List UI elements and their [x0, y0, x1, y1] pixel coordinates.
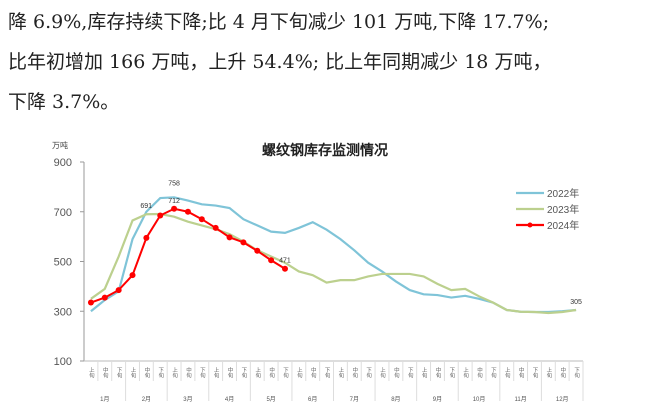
data-point: [212, 224, 219, 231]
body-paragraph: 降 6.9%,库存持续下降;比 4 月下旬减少 101 万吨,下降 17.7%;…: [8, 2, 658, 122]
x-tick-label-dekad: 上旬: [88, 366, 95, 380]
x-tick-label-dekad: 上旬: [337, 366, 344, 380]
x-tick-label-dekad: 上旬: [213, 366, 220, 380]
x-tick-label-month: 9月: [433, 396, 442, 403]
x-tick-label-dekad: 中旬: [476, 366, 483, 380]
x-tick-label-month: 1月: [100, 396, 109, 403]
x-tick-label-dekad: 下旬: [573, 367, 580, 380]
data-point: [184, 208, 191, 215]
data-point: [281, 265, 288, 272]
x-tick-label-month: 2月: [142, 396, 151, 403]
y-tick-label: 500: [54, 257, 72, 269]
paragraph-line: 降 6.9%,库存持续下降;比 4 月下旬减少 101 万吨,下降 17.7%;: [8, 11, 550, 33]
x-tick-label-month: 10月: [473, 396, 486, 403]
x-tick-label-dekad: 中旬: [143, 366, 150, 380]
data-point: [226, 234, 233, 241]
x-tick-label-dekad: 上旬: [545, 366, 552, 380]
x-tick-label-month: 5月: [266, 396, 275, 403]
x-tick-label-dekad: 下旬: [282, 367, 289, 380]
data-label: 305: [570, 299, 582, 306]
legend-label: 2024年: [547, 219, 579, 232]
y-tick-label: 100: [54, 356, 72, 368]
x-tick-label-month: 11月: [515, 396, 527, 403]
x-tick-label-month: 6月: [308, 396, 317, 403]
data-label: 471: [279, 258, 291, 265]
x-tick-label-month: 7月: [350, 396, 359, 403]
x-tick-label-dekad: 中旬: [227, 366, 234, 380]
x-tick-label-month: 8月: [391, 396, 400, 403]
x-tick-label-dekad: 中旬: [393, 366, 400, 380]
x-tick-label-dekad: 下旬: [490, 367, 497, 380]
data-point: [143, 234, 150, 241]
x-tick-label-dekad: 中旬: [185, 366, 192, 380]
x-tick-label-dekad: 下旬: [157, 367, 164, 380]
data-point: [87, 299, 94, 306]
paragraph-line: 下降 3.7%。: [8, 91, 120, 113]
x-tick-label-dekad: 中旬: [351, 366, 358, 380]
paragraph-line: 比年初增加 166 万吨，上升 54.4%; 比上年同期减少 18 万吨，: [8, 51, 552, 73]
x-tick-label-dekad: 上旬: [504, 366, 511, 380]
data-point: [101, 294, 108, 301]
data-point: [171, 205, 178, 212]
data-label: 712: [168, 198, 180, 205]
x-tick-label-month: 12月: [556, 396, 569, 403]
data-point: [129, 272, 136, 279]
x-tick-label-dekad: 中旬: [434, 366, 441, 380]
legend-label: 2023年: [547, 203, 579, 216]
x-tick-label-dekad: 中旬: [268, 366, 275, 380]
legend-label: 2022年: [547, 187, 579, 200]
x-tick-label-dekad: 下旬: [531, 367, 538, 380]
series-line-2023年: [90, 212, 577, 315]
x-tick-label-dekad: 上旬: [130, 366, 137, 380]
x-tick-label-dekad: 下旬: [365, 367, 372, 380]
legend-marker: [527, 222, 533, 228]
data-point: [198, 216, 205, 223]
x-tick-label-dekad: 下旬: [240, 367, 247, 380]
data-point: [157, 212, 164, 219]
x-tick-label-dekad: 中旬: [559, 366, 566, 380]
x-tick-label-dekad: 下旬: [324, 367, 331, 380]
x-tick-label-dekad: 下旬: [199, 367, 206, 380]
data-point: [254, 247, 261, 254]
x-tick-label-dekad: 中旬: [102, 366, 109, 380]
x-tick-label-dekad: 上旬: [296, 366, 303, 380]
y-tick-label: 300: [54, 306, 72, 318]
x-tick-label-dekad: 下旬: [116, 367, 123, 380]
x-tick-label-dekad: 上旬: [421, 366, 428, 380]
x-tick-label-dekad: 中旬: [518, 366, 525, 380]
x-tick-label-dekad: 上旬: [171, 366, 178, 380]
data-label: 758: [168, 180, 180, 187]
x-tick-label-dekad: 上旬: [254, 366, 261, 380]
x-tick-label-dekad: 上旬: [379, 366, 386, 380]
y-axis-unit: 万吨: [52, 140, 68, 150]
x-tick-label-dekad: 下旬: [407, 367, 414, 380]
x-tick-label-dekad: 中旬: [310, 366, 317, 380]
x-tick-label-dekad: 上旬: [462, 366, 469, 380]
data-label: 691: [140, 203, 152, 210]
data-point: [268, 257, 275, 264]
y-tick-label: 900: [54, 157, 72, 169]
x-tick-label-month: 3月: [183, 396, 192, 403]
data-point: [240, 239, 247, 246]
chart-title: 螺纹钢库存监测情况: [262, 142, 388, 158]
data-point: [115, 287, 122, 294]
y-tick-label: 700: [54, 207, 72, 219]
x-tick-label-month: 4月: [225, 396, 234, 403]
x-tick-label-dekad: 下旬: [448, 367, 455, 380]
